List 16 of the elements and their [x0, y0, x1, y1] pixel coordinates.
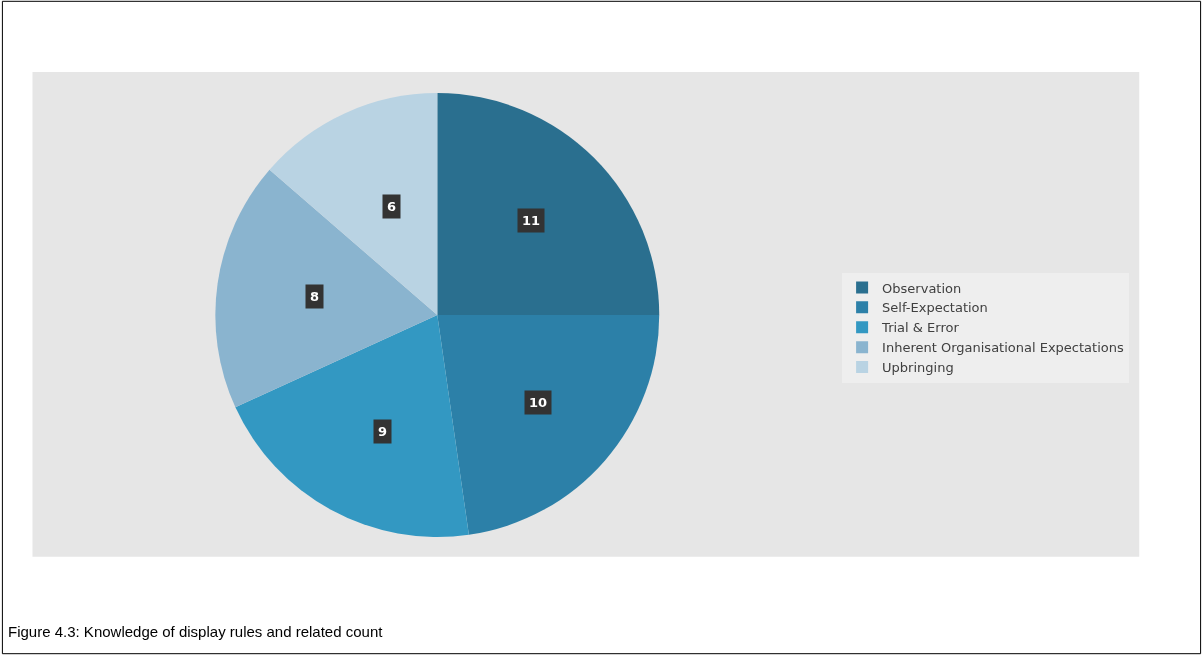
pie-slice — [215, 169, 438, 408]
data-label: 10 — [529, 395, 548, 410]
pie-slice — [235, 315, 469, 537]
legend-label: Trial & Error — [881, 320, 960, 336]
data-label: 8 — [310, 289, 320, 304]
legend-label: Inherent Organisational Expectations — [882, 340, 1124, 356]
pie-slice — [437, 315, 660, 535]
legend-label: Self-Expectation — [882, 300, 988, 316]
pie-slice — [437, 93, 660, 316]
pie-slice — [269, 93, 438, 316]
caption: Figure 4.3: Knowledge of display rules and related count — [8, 623, 384, 640]
data-label: 9 — [378, 424, 388, 439]
data-label: 11 — [522, 213, 541, 228]
legend-label: Upbringing — [882, 360, 954, 376]
legend-label: Observation — [882, 280, 962, 296]
data-label: 6 — [387, 199, 397, 214]
